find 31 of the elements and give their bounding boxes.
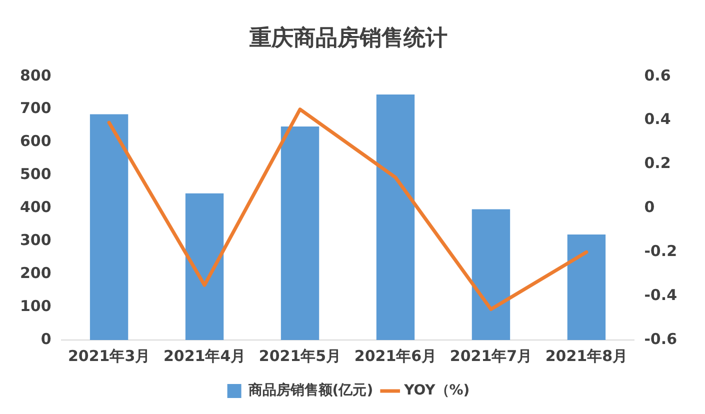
y-tick-label: 200 [20,264,52,282]
y-tick-label: 700 [20,99,52,118]
y-tick-label: 0 [40,330,52,348]
y2-tick-label: -0.2 [644,242,678,260]
bar [280,126,320,340]
x-tick-label: 2021年7月 [450,346,532,365]
x-tick-label: 2021年8月 [545,346,628,365]
x-tick-label: 2021年3月 [68,346,150,365]
legend-label: YOY（%) [403,382,470,399]
bar [567,234,606,340]
y2-tick-label: -0.4 [644,286,678,304]
y-tick-label: 400 [20,198,52,216]
bar [90,114,128,340]
bar [376,94,415,340]
bar [185,193,224,340]
bar [472,209,510,340]
y-tick-label: 500 [20,165,52,184]
chart-title: 重庆商品房销售统计 [248,24,448,51]
legend-label: 商品房销售额(亿元) [247,382,374,399]
y2-tick-label: 0.4 [644,110,671,128]
y-tick-label: 300 [20,231,52,250]
y2-tick-label: 0.6 [644,66,671,84]
y2-tick-label: -0.6 [644,330,678,348]
y-tick-label: 100 [20,296,52,315]
y-tick-label: 800 [20,66,52,84]
y2-tick-label: 0.2 [644,154,671,172]
x-tick-label: 2021年6月 [354,346,437,365]
y2-tick-label: 0 [644,198,655,216]
y-tick-label: 600 [20,132,52,150]
x-tick-label: 2021年4月 [163,346,246,365]
x-tick-label: 2021年5月 [258,346,342,365]
